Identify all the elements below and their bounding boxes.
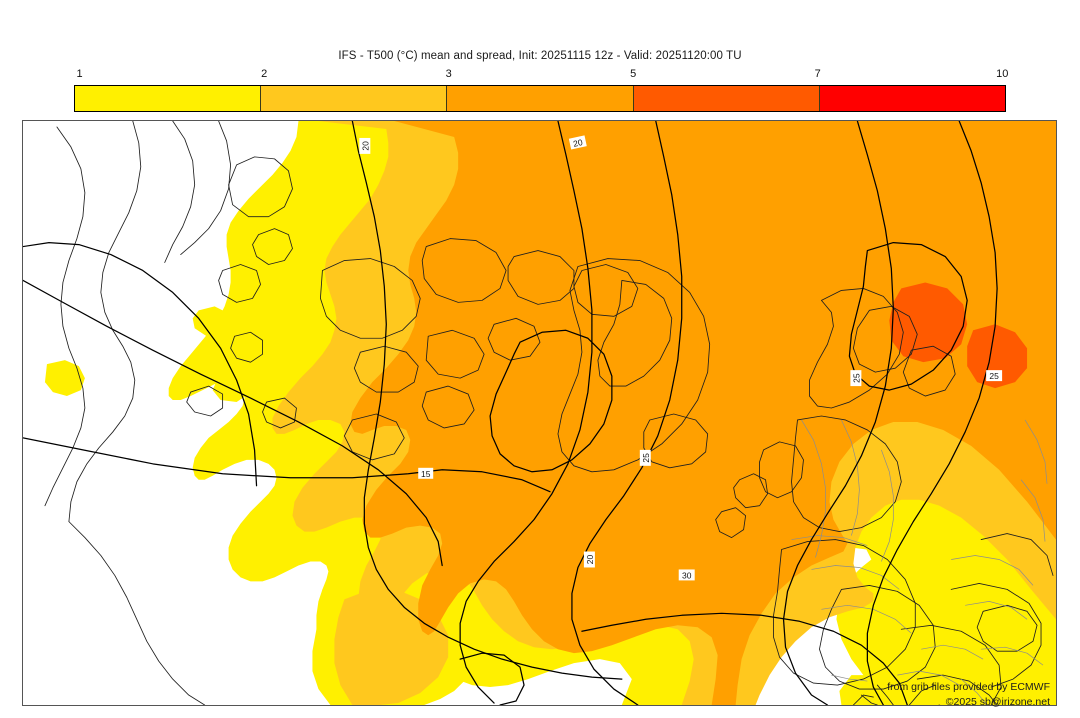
- colorbar-tick-5: 5: [630, 68, 637, 80]
- fill-band-1-2-patch-a: [44, 360, 85, 397]
- colorbar-tick-labels: 1 2 3 5 7 10: [74, 68, 1009, 84]
- colorbar-band-2-3: [261, 86, 448, 111]
- contour-label-20-a: 20: [585, 555, 595, 565]
- colorbar-band-7-10: [819, 86, 1006, 111]
- fill-band-1-2-patch-c: [212, 372, 249, 403]
- contour-label-20-c: 20: [572, 137, 584, 149]
- colorbar-tick-10: 10: [996, 68, 1009, 80]
- chart-title: IFS - T500 (°C) mean and spread, Init: 2…: [338, 50, 742, 62]
- colorbar-band-3-5: [447, 86, 634, 111]
- contour-labels: 15 20 25 20 30 25: [359, 135, 1003, 580]
- contour-label-15: 15: [421, 469, 431, 479]
- contour-30: [581, 612, 908, 705]
- colorbar-tick-3: 3: [445, 68, 452, 80]
- fill-band-1-2-iberia: [839, 675, 902, 705]
- fill-band-5-7-core-b: [967, 324, 1028, 389]
- contour-20-top: [351, 121, 623, 680]
- colorbar-band-5-7: [633, 86, 820, 111]
- map-panel[interactable]: 15 20 25 20 30 25: [22, 120, 1057, 706]
- colorbar: [74, 85, 1006, 112]
- coastlines: [44, 121, 1054, 705]
- fill-band-3-5-corridor: [645, 396, 788, 530]
- contour-15: [23, 437, 551, 493]
- contour-label-20-b: 20: [360, 141, 370, 151]
- contour-label-25-a: 25: [641, 453, 651, 463]
- colorbar-bands: [74, 85, 1006, 112]
- colorbar-tick-1: 1: [76, 68, 83, 80]
- fill-band-1-2-patch-b: [192, 306, 229, 337]
- colorbar-tick-2: 2: [261, 68, 268, 80]
- contour-label-25-b: 25: [851, 373, 861, 383]
- mean-contour-lines: [23, 121, 998, 705]
- fill-band-5-7-core-a: [889, 282, 968, 363]
- weather-map: 15 20 25 20 30 25: [23, 121, 1056, 705]
- spread-fill-bands: [44, 121, 1056, 705]
- contour-label-30-a: 30: [682, 570, 692, 580]
- political-borders: [791, 419, 1048, 705]
- colorbar-tick-7: 7: [814, 68, 821, 80]
- contour-label-25-c: 25: [989, 371, 999, 381]
- colorbar-band-1-2: [75, 86, 262, 111]
